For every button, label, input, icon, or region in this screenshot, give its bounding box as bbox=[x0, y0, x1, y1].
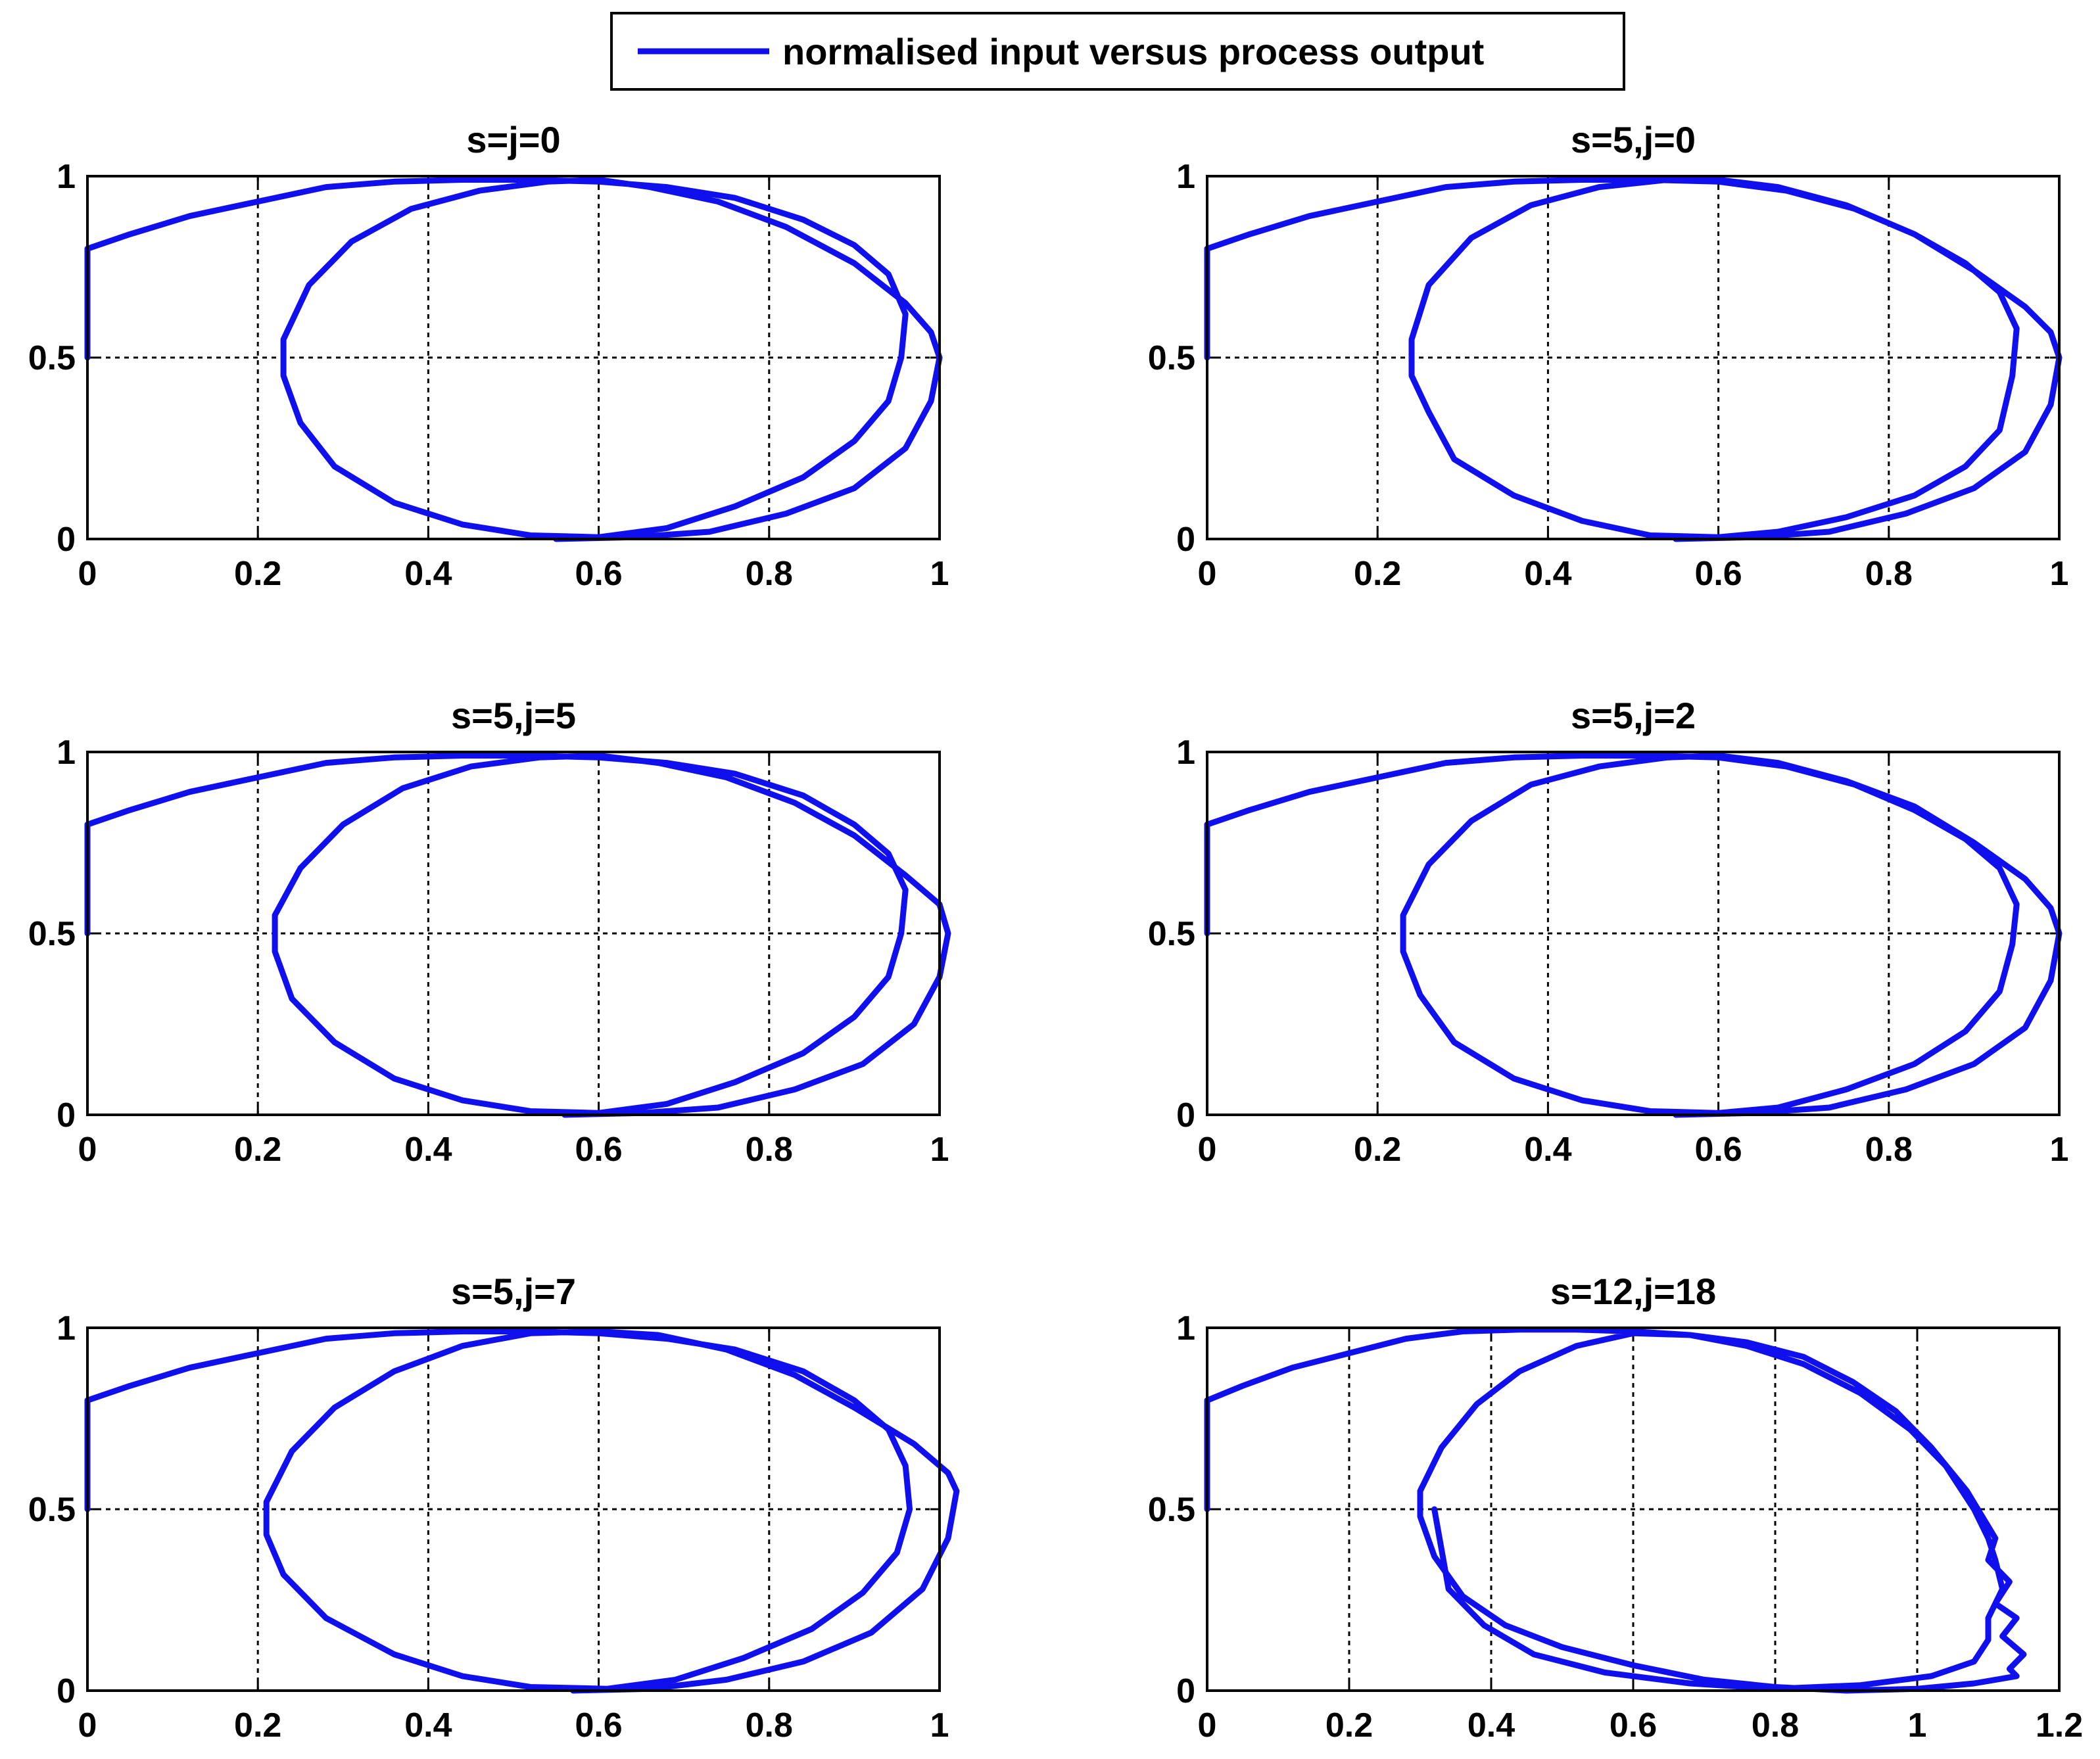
y-tick-label: 0 bbox=[1176, 521, 1195, 559]
legend: normalised input versus process output bbox=[610, 12, 1625, 91]
x-tick-label: 0.4 bbox=[1524, 555, 1571, 593]
x-tick-label: 0.8 bbox=[1865, 555, 1913, 593]
axes-border bbox=[1206, 1326, 2061, 1692]
y-tick-label: 1 bbox=[1176, 734, 1195, 772]
x-tick-label: 0 bbox=[1198, 555, 1217, 593]
x-tick-label: 1 bbox=[2050, 555, 2069, 593]
x-tick-label: 0.8 bbox=[1865, 1131, 1913, 1169]
x-tick-label: 0.6 bbox=[575, 1706, 622, 1745]
x-tick-label: 0.2 bbox=[1354, 555, 1401, 593]
series-line bbox=[84, 1328, 960, 1694]
subplot-2: s=5,j=0 0 0.2 0.4 0.6 0.8 1 0 0.5 1 bbox=[1148, 119, 2069, 593]
y-tick-label: 1 bbox=[1176, 1309, 1195, 1348]
subplot-1: s=j=0 0 0.2 0.4 0.6 0.8 1 0 0.5 1 bbox=[28, 119, 949, 593]
x-tick-label: 0.8 bbox=[746, 1131, 793, 1169]
series-line bbox=[84, 753, 951, 1118]
x-tick-label: 0.6 bbox=[575, 1131, 622, 1169]
y-tick-label: 1 bbox=[57, 734, 76, 772]
y-tick-label: 0 bbox=[57, 1672, 76, 1710]
x-tick-label: 0 bbox=[1198, 1131, 1217, 1169]
y-tick-label: 0 bbox=[1176, 1096, 1195, 1135]
x-tick-label: 0.4 bbox=[1524, 1131, 1571, 1169]
axes-border bbox=[1206, 751, 2061, 1116]
axes-border bbox=[86, 1326, 941, 1692]
x-tick-label: 0.2 bbox=[234, 555, 281, 593]
x-tick-label: 0 bbox=[78, 1706, 97, 1745]
subplot-title: s=5,j=0 bbox=[1571, 119, 1696, 160]
x-tick-label: 0.6 bbox=[1694, 555, 1742, 593]
x-tick-label: 1 bbox=[930, 1706, 949, 1745]
y-tick-label: 0.5 bbox=[1148, 915, 1195, 953]
x-tick-label: 0.2 bbox=[1354, 1131, 1401, 1169]
x-tick-label: 1 bbox=[2050, 1131, 2069, 1169]
x-tick-label: 0.2 bbox=[1325, 1706, 1373, 1745]
subplot-5: s=5,j=7 0 0.2 0.4 0.6 0.8 1 0 0.5 1 bbox=[28, 1271, 960, 1745]
series-line bbox=[1204, 177, 2063, 542]
x-tick-label: 0.2 bbox=[234, 1706, 281, 1745]
x-tick-label: 0.8 bbox=[746, 1706, 793, 1745]
x-tick-label: 0.4 bbox=[404, 1706, 452, 1745]
y-tick-label: 0.5 bbox=[1148, 339, 1195, 377]
x-tick-label: 1 bbox=[1908, 1706, 1927, 1745]
axes-border bbox=[86, 175, 941, 540]
x-tick-label: 0.6 bbox=[575, 555, 622, 593]
subplot-3: s=5,j=5 0 0.2 0.4 0.6 0.8 1 0 0.5 1 bbox=[28, 695, 951, 1169]
x-tick-label: 0 bbox=[78, 1131, 97, 1169]
subplot-title: s=5,j=7 bbox=[451, 1271, 576, 1312]
y-tick-label: 1 bbox=[57, 1309, 76, 1348]
x-tick-label: 0 bbox=[1198, 1706, 1217, 1745]
subplot-title: s=j=0 bbox=[466, 119, 560, 160]
x-tick-label: 0.6 bbox=[1694, 1131, 1742, 1169]
x-tick-label: 0 bbox=[78, 555, 97, 593]
y-tick-label: 1 bbox=[57, 158, 76, 196]
subplot-4: s=5,j=2 0 0.2 0.4 0.6 0.8 1 0 0.5 1 bbox=[1148, 695, 2069, 1169]
y-tick-label: 0.5 bbox=[28, 1491, 76, 1529]
subplots: s=j=0 0 0.2 0.4 0.6 0.8 1 0 0.5 1 s=5,j=0 0 0.2 0.4 0.… bbox=[28, 119, 2083, 1745]
y-tick-label: 0 bbox=[57, 1096, 76, 1135]
y-tick-label: 0.5 bbox=[1148, 1491, 1195, 1529]
y-tick-label: 0.5 bbox=[28, 915, 76, 953]
subplot-title: s=12,j=18 bbox=[1550, 1271, 1716, 1312]
x-tick-label: 1 bbox=[930, 555, 949, 593]
x-tick-label: 1.2 bbox=[2036, 1706, 2083, 1745]
y-tick-label: 1 bbox=[1176, 158, 1195, 196]
x-tick-label: 0.8 bbox=[1752, 1706, 1799, 1745]
axes-border bbox=[86, 751, 941, 1116]
subplot-title: s=5,j=5 bbox=[451, 695, 576, 736]
x-tick-label: 0.6 bbox=[1610, 1706, 1657, 1745]
subplot-title: s=5,j=2 bbox=[1571, 695, 1696, 736]
series-line bbox=[84, 177, 943, 542]
y-tick-label: 0 bbox=[1176, 1672, 1195, 1710]
x-tick-label: 0.4 bbox=[404, 1131, 452, 1169]
axes-border bbox=[1206, 175, 2061, 540]
x-tick-label: 1 bbox=[930, 1131, 949, 1169]
x-tick-label: 0.2 bbox=[234, 1131, 281, 1169]
y-tick-label: 0 bbox=[57, 521, 76, 559]
series-line bbox=[1204, 753, 2063, 1118]
series-line bbox=[1204, 1326, 2027, 1694]
subplot-6: s=12,j=18 0 0.2 0.4 0.6 0.8 1 1.2 0 0.5 1 bbox=[1148, 1271, 2083, 1745]
x-tick-label: 0.8 bbox=[746, 555, 793, 593]
x-tick-label: 0.4 bbox=[404, 555, 452, 593]
legend-label: normalised input versus process output bbox=[782, 31, 1484, 72]
x-tick-label: 0.4 bbox=[1468, 1706, 1515, 1745]
legend-box bbox=[610, 12, 1625, 91]
y-tick-label: 0.5 bbox=[28, 339, 76, 377]
